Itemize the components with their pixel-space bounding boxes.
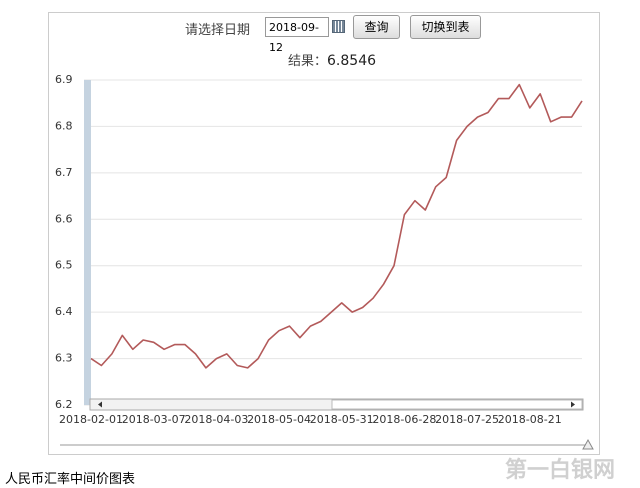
toggle-button[interactable]: 切换到表 xyxy=(410,15,481,39)
y-tick-label: 6.5 xyxy=(55,259,73,272)
y-tick-label: 6.6 xyxy=(55,212,73,225)
y-tick-label: 6.7 xyxy=(55,166,73,179)
y-tick-label: 6.8 xyxy=(55,119,73,132)
x-tick-label: 2018-08-21 xyxy=(498,413,562,426)
result-label: 结果： xyxy=(288,54,328,69)
range-handle[interactable] xyxy=(582,438,594,450)
x-tick-label: 2018-02-01 xyxy=(59,413,123,426)
date-label: 请选择日期 xyxy=(185,23,251,38)
chart-frame xyxy=(48,12,600,455)
x-tick-label: 2018-05-04 xyxy=(247,413,311,426)
caption: 人民币汇率中间价图表 xyxy=(5,472,136,487)
calendar-icon[interactable] xyxy=(332,20,345,33)
x-tick-label: 2018-05-31 xyxy=(310,413,374,426)
watermark: 第一白银网 xyxy=(505,458,616,483)
x-tick-label: 2018-06-28 xyxy=(372,413,436,426)
result: 结果：6.8546 xyxy=(288,50,376,69)
date-input[interactable]: 2018-09-12 xyxy=(265,17,329,54)
line xyxy=(90,83,583,369)
scroll-left[interactable] xyxy=(98,401,102,408)
scrollbar-thumb[interactable] xyxy=(331,399,583,410)
y-tick-label: 6.3 xyxy=(55,352,73,365)
y-tick-label: 6.2 xyxy=(55,398,73,411)
result-value: 6.8546 xyxy=(327,53,377,69)
query-button[interactable]: 查询 xyxy=(353,15,400,39)
scroll-right[interactable] xyxy=(571,401,575,408)
x-tick-label: 2018-03-07 xyxy=(122,413,186,426)
x-tick-label: 2018-07-25 xyxy=(435,413,499,426)
y-tick-label: 6.4 xyxy=(55,305,73,318)
y-tick-label: 6.9 xyxy=(55,73,73,86)
x-tick-label: 2018-04-03 xyxy=(184,413,248,426)
vertical-slider[interactable] xyxy=(84,80,91,405)
